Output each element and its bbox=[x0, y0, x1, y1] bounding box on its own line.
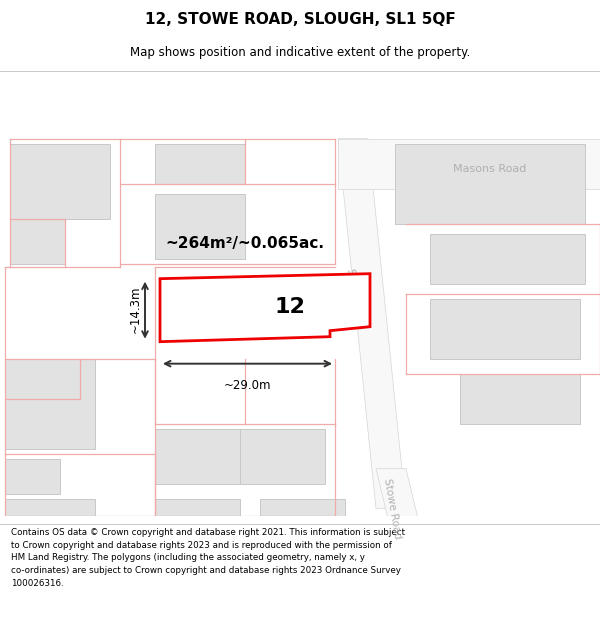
Text: ~264m²/~0.065ac.: ~264m²/~0.065ac. bbox=[166, 236, 325, 251]
Bar bbox=[5, 499, 95, 549]
Text: ~29.0m: ~29.0m bbox=[224, 379, 271, 392]
Bar bbox=[5, 459, 60, 494]
Bar bbox=[155, 144, 245, 184]
Text: 12: 12 bbox=[275, 297, 305, 317]
Bar bbox=[10, 144, 110, 219]
Text: Contains OS data © Crown copyright and database right 2021. This information is : Contains OS data © Crown copyright and d… bbox=[11, 528, 405, 588]
Text: Stowe Road: Stowe Road bbox=[345, 268, 365, 330]
Bar bbox=[338, 139, 600, 189]
Bar bbox=[10, 219, 65, 264]
Bar bbox=[395, 144, 585, 224]
Polygon shape bbox=[376, 469, 430, 569]
Text: Map shows position and indicative extent of the property.: Map shows position and indicative extent… bbox=[130, 46, 470, 59]
Polygon shape bbox=[160, 274, 370, 342]
Text: ~14.3m: ~14.3m bbox=[129, 286, 142, 333]
Bar bbox=[155, 194, 245, 259]
Text: Masons Road: Masons Road bbox=[454, 164, 527, 174]
Bar bbox=[240, 429, 325, 484]
Bar bbox=[460, 374, 580, 424]
Bar bbox=[155, 429, 250, 484]
Bar bbox=[260, 499, 345, 549]
Text: Stowe Road: Stowe Road bbox=[382, 478, 402, 540]
Bar bbox=[430, 234, 585, 284]
Bar bbox=[5, 359, 95, 449]
Text: 12, STOWE ROAD, SLOUGH, SL1 5QF: 12, STOWE ROAD, SLOUGH, SL1 5QF bbox=[145, 12, 455, 28]
Bar bbox=[155, 499, 240, 549]
Bar bbox=[430, 299, 580, 359]
Polygon shape bbox=[338, 139, 406, 509]
